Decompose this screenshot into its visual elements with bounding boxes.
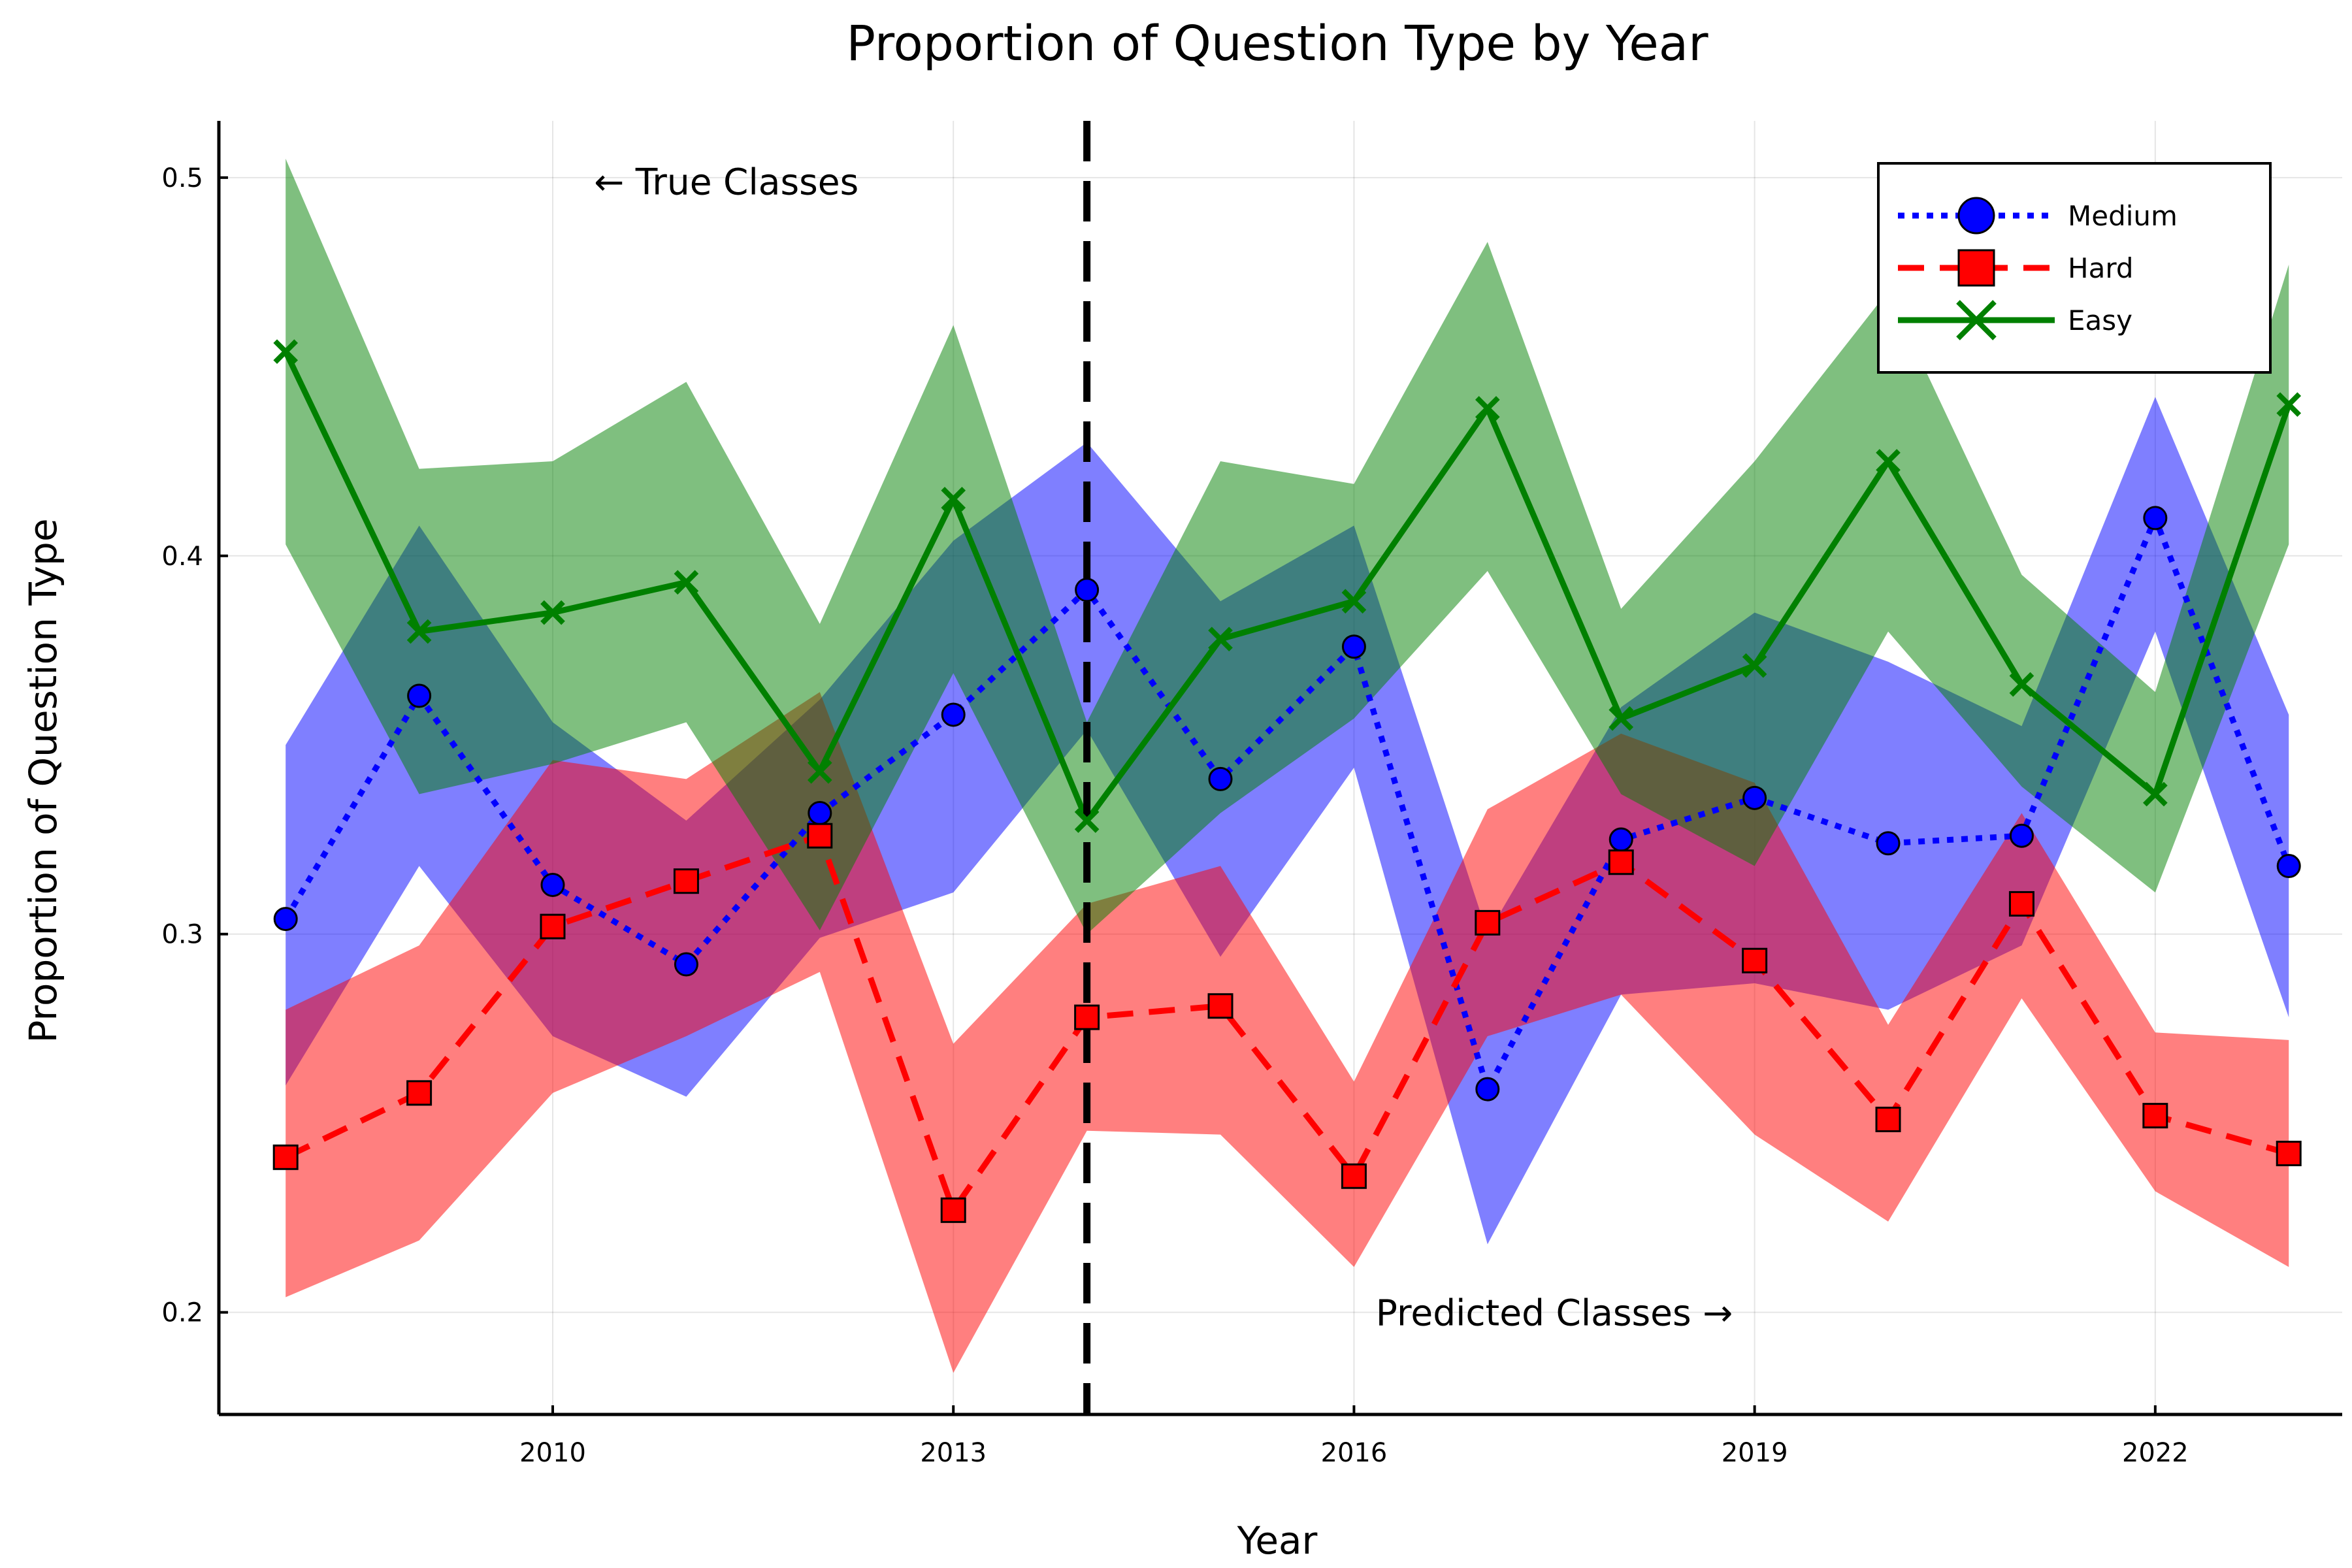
marker-hard-2015: [1207, 993, 1233, 1019]
marker-medium-2011: [674, 952, 698, 977]
legend-marker-easy: [1956, 300, 1997, 340]
marker-easy-2012: [807, 759, 832, 784]
marker-hard-2020: [1875, 1106, 1901, 1132]
x-tick-label: 2022: [2122, 1438, 2189, 1468]
marker-hard-2009: [406, 1080, 433, 1106]
legend-marker-medium: [1957, 197, 1995, 235]
band-easy: [286, 158, 2289, 934]
marker-medium-2016: [1341, 634, 1366, 659]
annotations: ← True Classes Predicted Classes →: [594, 161, 1733, 1334]
band-medium: [286, 397, 2289, 1245]
legend: Medium Hard Easy: [1877, 162, 2272, 374]
legend-marker-hard: [1957, 249, 1995, 287]
marker-medium-2014: [1075, 578, 1100, 602]
marker-easy-2010: [540, 600, 565, 625]
marker-easy-2019: [1742, 653, 1767, 678]
marker-easy-2021: [2009, 672, 2034, 697]
marker-easy-2011: [674, 570, 699, 595]
axes: 2010 2013 2016 2019 2022 0.2 0.3 0.4 0.5: [161, 121, 2342, 1468]
x-tick-label: 2019: [1722, 1438, 1788, 1468]
marker-medium-2010: [540, 872, 565, 897]
marker-medium-2022: [2143, 506, 2168, 531]
marker-easy-2023: [2276, 392, 2302, 417]
marker-medium-2020: [1876, 831, 1901, 856]
y-tick-label: 0.2: [161, 1298, 203, 1328]
series-markers: [272, 339, 2302, 1223]
marker-medium-2021: [2009, 823, 2034, 848]
line-hard: [284, 832, 2290, 1213]
marker-easy-2014: [1074, 808, 1100, 833]
marker-hard-2008: [272, 1144, 299, 1170]
legend-label-easy: Easy: [2068, 304, 2132, 336]
legend-label-medium: Medium: [2068, 200, 2178, 232]
marker-hard-2011: [673, 868, 699, 894]
marker-hard-2021: [2008, 890, 2034, 917]
marker-medium-2009: [407, 683, 432, 708]
marker-easy-2013: [941, 487, 966, 512]
marker-hard-2010: [540, 913, 566, 939]
marker-medium-2019: [1742, 785, 1767, 810]
marker-easy-2009: [406, 619, 432, 644]
marker-easy-2020: [1876, 449, 1901, 474]
marker-medium-2017: [1475, 1077, 1500, 1102]
marker-easy-2017: [1475, 396, 1500, 421]
marker-hard-2019: [1742, 947, 1768, 973]
marker-hard-2017: [1475, 909, 1501, 936]
annotation-2: Predicted Classes →: [1376, 1292, 1733, 1334]
y-tick-label: 0.3: [161, 920, 203, 950]
marker-hard-2013: [940, 1197, 966, 1223]
marker-medium-2012: [808, 800, 832, 825]
series-lines: [283, 350, 2292, 1213]
x-axis-label: Year: [1237, 1518, 1318, 1563]
marker-hard-2014: [1074, 1004, 1100, 1030]
marker-easy-2018: [1609, 706, 1634, 731]
x-tick-label: 2016: [1321, 1438, 1388, 1468]
line-easy: [283, 350, 2292, 824]
confidence-bands: [286, 158, 2289, 1373]
marker-medium-2023: [2276, 854, 2301, 879]
chart-title: Proportion of Question Type by Year: [846, 16, 1708, 72]
marker-hard-2012: [807, 823, 833, 849]
x-tick-label: 2010: [519, 1438, 586, 1468]
marker-hard-2022: [2142, 1103, 2168, 1129]
x-tick-label: 2013: [920, 1438, 987, 1468]
marker-hard-2023: [2276, 1141, 2302, 1167]
marker-medium-2015: [1208, 766, 1233, 791]
marker-medium-2013: [941, 702, 966, 727]
marker-medium-2008: [273, 907, 298, 932]
marker-easy-2015: [1208, 627, 1233, 651]
y-tick-label: 0.4: [161, 542, 203, 572]
y-axis-label: Proportion of Question Type: [21, 518, 65, 1043]
marker-easy-2008: [273, 339, 299, 364]
legend-label-hard: Hard: [2068, 252, 2134, 284]
marker-medium-2018: [1609, 827, 1633, 852]
marker-hard-2016: [1341, 1163, 1367, 1189]
marker-easy-2022: [2143, 781, 2168, 807]
annotation-1: ← True Classes: [594, 161, 858, 203]
marker-hard-2018: [1608, 849, 1634, 875]
marker-easy-2016: [1341, 589, 1367, 614]
y-tick-label: 0.5: [161, 163, 203, 193]
